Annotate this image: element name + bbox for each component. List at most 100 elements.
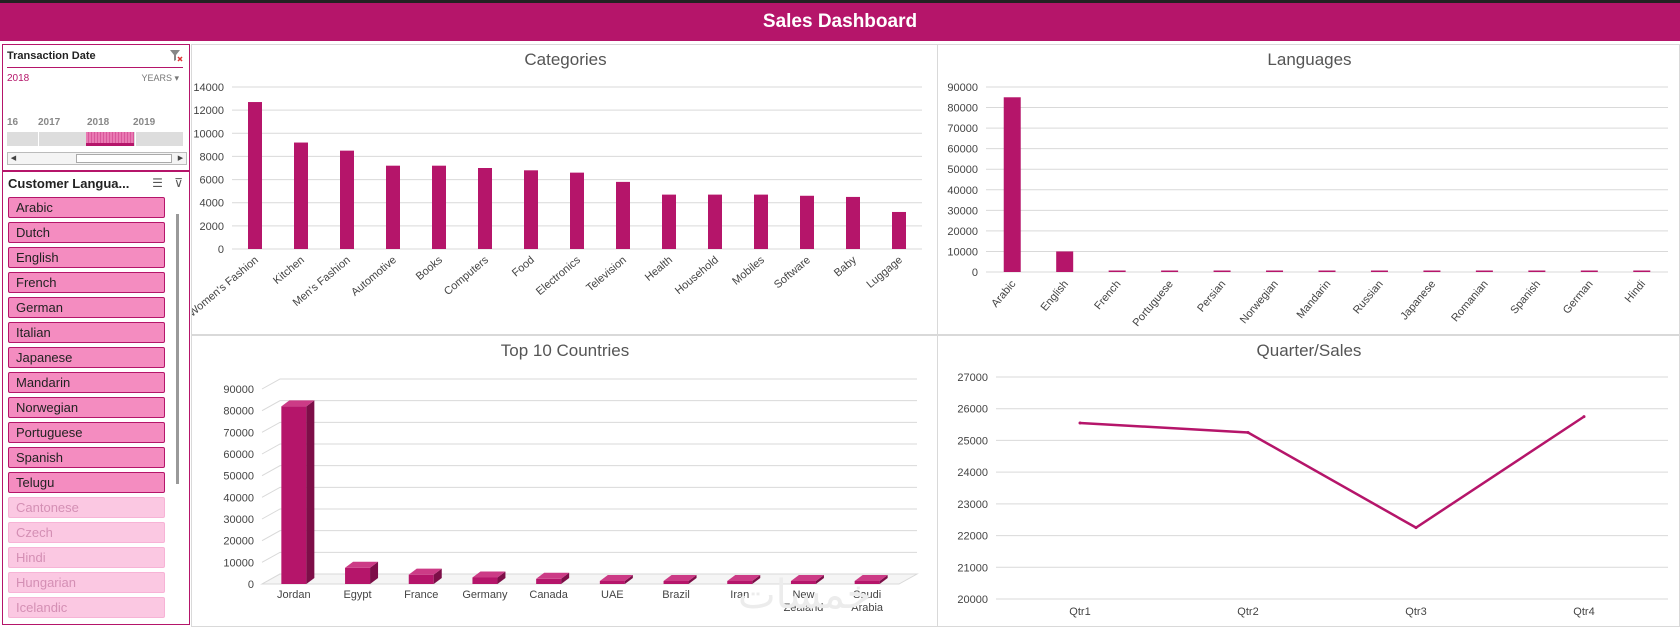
language-item-french[interactable]: French xyxy=(8,272,165,293)
x-tick-label: English xyxy=(1039,278,1071,313)
x-tick-label: Iran xyxy=(730,589,749,601)
x-tick-label: Germany xyxy=(462,589,508,601)
bar-top xyxy=(790,575,824,581)
bar-romanian xyxy=(1475,270,1493,272)
bar-mobiles xyxy=(754,194,768,249)
multi-select-icon[interactable]: ☰ xyxy=(152,176,163,190)
bar-front xyxy=(599,581,625,584)
language-item-mandarin[interactable]: Mandarin xyxy=(8,372,165,393)
bar-jordan xyxy=(281,400,315,584)
x-tick-label: Baby xyxy=(832,254,859,280)
language-item-norwegian[interactable]: Norwegian xyxy=(8,397,165,418)
bar-men-s-fashion xyxy=(340,150,354,249)
bar-uae xyxy=(599,575,633,584)
language-item-dutch[interactable]: Dutch xyxy=(8,222,165,243)
x-tick-label: Computers xyxy=(442,254,491,298)
scroll-thumb[interactable] xyxy=(76,154,172,163)
bar-arabic xyxy=(1003,97,1021,273)
y-tick-label: 80000 xyxy=(947,103,978,115)
slicer-scrollbar[interactable] xyxy=(176,214,179,484)
language-item-english[interactable]: English xyxy=(8,247,165,268)
language-item-telugu[interactable]: Telugu xyxy=(8,472,165,493)
bar-side xyxy=(497,571,506,584)
y-tick-label: 40000 xyxy=(947,185,978,197)
bar-front xyxy=(854,581,880,584)
timeline-scrollbar[interactable]: ◀ ▶ xyxy=(7,152,187,165)
bar-saudi-arabia xyxy=(854,575,888,584)
bar-front xyxy=(472,577,498,584)
x-tick-label: Mobiles xyxy=(730,254,767,288)
language-item-italian[interactable]: Italian xyxy=(8,322,165,343)
watermark-logo: خمسات xyxy=(738,572,872,618)
bar-french xyxy=(1108,270,1126,272)
timeline-selection[interactable] xyxy=(86,132,134,146)
x-tick-label: German xyxy=(1561,278,1596,316)
language-item-hindi[interactable]: Hindi xyxy=(8,547,165,568)
language-item-icelandic[interactable]: Icelandic xyxy=(8,597,165,618)
bar-food xyxy=(524,170,538,249)
language-item-spanish[interactable]: Spanish xyxy=(8,447,165,468)
countries-chart-panel: Top 10 Countries 0 10000 20000 30000 40000 500… xyxy=(191,335,938,627)
language-item-portuguese[interactable]: Portuguese xyxy=(8,422,165,443)
time-level-dropdown[interactable]: YEARS ▾ xyxy=(141,73,179,84)
slicer-title: Transaction Date xyxy=(7,50,96,62)
x-tick-label: Portuguese xyxy=(1131,278,1176,329)
chart-title: Categories xyxy=(524,50,606,69)
y-tick-label: 30000 xyxy=(947,205,978,217)
bar-top xyxy=(854,575,888,581)
bar-household xyxy=(708,194,722,249)
chart-title: Languages xyxy=(1267,50,1351,69)
year-label: 2019 xyxy=(133,117,156,128)
point-qtr3 xyxy=(1414,526,1418,530)
bar-spanish xyxy=(1528,270,1546,272)
language-item-arabic[interactable]: Arabic xyxy=(8,197,165,218)
bar-side xyxy=(561,572,570,584)
language-item-czech[interactable]: Czech xyxy=(8,522,165,543)
x-tick-label: Japanese xyxy=(1398,278,1438,322)
x-tick-label: Electronics xyxy=(534,254,583,298)
gridline xyxy=(261,378,917,390)
language-item-japanese[interactable]: Japanese xyxy=(8,347,165,368)
bar-canada xyxy=(536,572,570,584)
timeline-divider xyxy=(38,132,39,146)
bar-front xyxy=(408,574,434,584)
y-tick-label: 0 xyxy=(248,579,254,591)
bar-egypt xyxy=(345,561,379,584)
y-tick-label: 2000 xyxy=(200,221,224,233)
y-tick-label: 10000 xyxy=(223,557,254,569)
scroll-left-icon[interactable]: ◀ xyxy=(10,155,17,162)
x-tick-label: Health xyxy=(643,254,675,284)
clear-filter-icon[interactable] xyxy=(169,49,183,63)
gridline xyxy=(261,508,917,520)
scroll-right-icon[interactable]: ▶ xyxy=(177,155,184,162)
x-tick-label: Women's Fashion xyxy=(192,254,261,319)
bar-kitchen xyxy=(294,142,308,249)
bar-front xyxy=(727,581,753,584)
gridline xyxy=(261,486,917,498)
bar-automotive xyxy=(386,165,400,249)
time-level-label: YEARS xyxy=(141,73,172,83)
y-tick-label: 0 xyxy=(972,267,978,279)
chart-title: Top 10 Countries xyxy=(501,341,630,360)
clear-filter-icon[interactable]: ⊽ xyxy=(174,176,183,190)
bar-hindi xyxy=(1633,270,1651,272)
language-item-german[interactable]: German xyxy=(8,297,165,318)
y-tick-label: 10000 xyxy=(193,128,224,140)
y-tick-label: 10000 xyxy=(947,246,978,258)
x-tick-label: Romanian xyxy=(1449,278,1490,324)
y-tick-label: 12000 xyxy=(193,105,224,117)
x-tick-label: Brazil xyxy=(662,589,690,601)
y-tick-label: 4000 xyxy=(200,198,224,210)
language-item-hungarian[interactable]: Hungarian xyxy=(8,572,165,593)
languages-chart-panel: Languages 0 10000 20000 30000 40000 50000 60000… xyxy=(937,44,1680,335)
bar-france xyxy=(408,568,442,584)
x-tick-label: Food xyxy=(510,254,537,279)
transaction-date-slicer[interactable]: Transaction Date 2018 YEARS ▾ 16 2017 20… xyxy=(2,44,190,171)
y-tick-label: 26000 xyxy=(957,404,988,416)
dashboard-title: Sales Dashboard xyxy=(0,3,1680,41)
quarter-sales-chart: Quarter/Sales 20000 21000 22000 23000 24000 25… xyxy=(957,341,1668,618)
x-tick-label: Norwegian xyxy=(1238,278,1281,326)
x-tick-label: Egypt xyxy=(343,589,371,601)
language-item-cantonese[interactable]: Cantonese xyxy=(8,497,165,518)
x-tick-label: Luggage xyxy=(864,254,905,291)
